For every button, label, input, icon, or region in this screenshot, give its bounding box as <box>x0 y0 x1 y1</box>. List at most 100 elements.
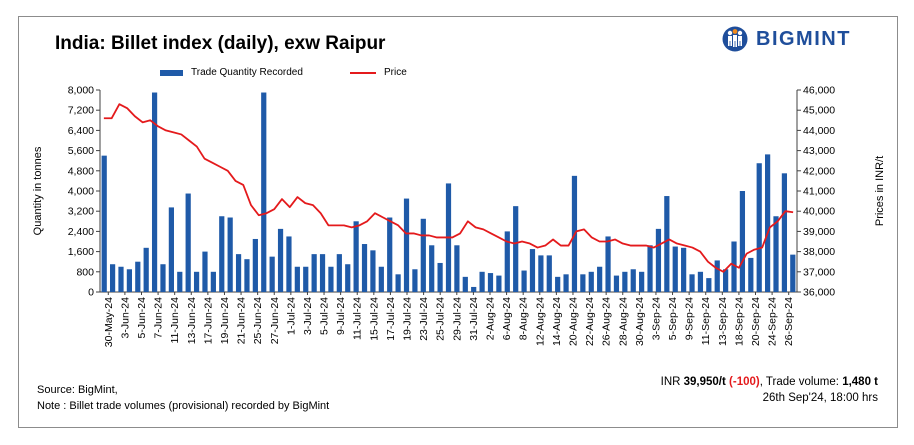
quantity-bar <box>361 244 368 292</box>
x-tick-label: 5-Sep-24 <box>667 297 679 340</box>
quantity-bar <box>151 92 158 293</box>
quantity-bar <box>529 249 536 292</box>
quantity-bar <box>504 231 510 292</box>
y2-tick-label: 38,000 <box>803 246 835 258</box>
quantity-bar <box>630 269 636 292</box>
y2-tick-label: 40,000 <box>803 206 835 218</box>
y2-axis-label: Prices in INR/t <box>874 156 886 226</box>
x-tick-label: 20-Sep-24 <box>750 297 762 346</box>
quantity-bar <box>739 191 746 292</box>
quantity-bar <box>277 228 284 293</box>
x-tick-label: 8-Aug-24 <box>518 297 530 340</box>
x-tick-label: 11-Jul-24 <box>352 297 364 340</box>
quantity-bar <box>731 241 737 292</box>
x-tick-label: 23-Jul-24 <box>418 297 430 341</box>
quantity-bar <box>370 250 376 292</box>
quantity-bar <box>588 271 594 292</box>
quantity-bar <box>177 271 183 292</box>
quantity-bar <box>328 266 334 292</box>
x-tick-label: 27-Jun-24 <box>269 297 281 344</box>
quantity-bar <box>403 198 410 292</box>
x-tick-label: 13-Sep-24 <box>717 297 729 346</box>
chart-title: India: Billet index (daily), exw Raipur <box>55 33 386 54</box>
legend-bar-swatch <box>160 69 183 76</box>
legend-line-swatch <box>350 71 376 74</box>
quantity-bar <box>748 257 754 292</box>
quantity-bar <box>429 245 435 292</box>
quantity-bar <box>202 251 208 292</box>
price-value: 39,950/t <box>683 376 726 388</box>
chart-frame <box>18 16 898 428</box>
quantity-bar <box>706 278 712 292</box>
y-tick-label: 2,400 <box>68 226 94 238</box>
price-change: (-100) <box>729 376 760 388</box>
x-tick-label: 19-Jun-24 <box>219 297 231 344</box>
quantity-bar <box>227 217 233 292</box>
x-tick-label: 30-Aug-24 <box>634 297 646 346</box>
quantity-bar <box>395 274 401 292</box>
quantity-bar <box>160 264 166 292</box>
legend-label-quantity: Trade Quantity Recorded <box>191 67 303 78</box>
y2-tick-label: 42,000 <box>803 165 835 177</box>
quantity-bar <box>454 245 460 292</box>
quantity-bar <box>286 236 292 292</box>
quantity-bar <box>555 276 561 292</box>
y2-tick-label: 44,000 <box>803 125 835 137</box>
quantity-bar <box>773 216 779 292</box>
x-tick-label: 1-Jul-24 <box>285 297 297 335</box>
quantity-bar <box>185 193 191 292</box>
y-tick-label: 1,600 <box>68 246 94 258</box>
x-tick-label: 9-Jul-24 <box>335 297 347 335</box>
x-tick-label: 24-Sep-24 <box>767 297 779 346</box>
quantity-bar <box>101 155 107 292</box>
x-tick-label: 26-Sep-24 <box>783 297 795 346</box>
quantity-bar <box>756 163 762 292</box>
quantity-bar <box>269 256 275 292</box>
quantity-bar <box>420 218 426 292</box>
legend-item-quantity: Trade Quantity Recorded <box>160 67 303 78</box>
x-tick-label: 26-Aug-24 <box>601 297 613 346</box>
quantity-bar <box>647 245 653 292</box>
y-tick-label: 8,000 <box>68 85 94 97</box>
quantity-bar <box>672 246 678 292</box>
quantity-bar <box>790 254 796 292</box>
y-tick-label: 0 <box>88 287 94 299</box>
quantity-bar <box>412 269 418 292</box>
quantity-bar <box>311 254 317 293</box>
quantity-bar <box>546 255 552 292</box>
brand-name: BIGMINT <box>756 27 851 50</box>
y-tick-label: 6,400 <box>68 125 94 137</box>
x-tick-label: 13-Jun-24 <box>186 297 198 344</box>
quantity-bar <box>513 206 519 292</box>
x-tick-label: 18-Sep-24 <box>733 297 745 346</box>
quantity-bar <box>168 207 174 292</box>
quantity-bar <box>193 271 200 292</box>
quantity-bar <box>378 266 384 292</box>
x-tick-label: 20-Aug-24 <box>567 297 579 346</box>
quantity-bar <box>143 247 149 292</box>
x-tick-label: 11-Jun-24 <box>169 297 181 344</box>
y-tick-label: 3,200 <box>68 206 94 218</box>
quantity-bar <box>681 247 687 292</box>
y2-tick-label: 46,000 <box>803 85 835 97</box>
x-tick-label: 11-Sep-24 <box>700 297 712 345</box>
y-tick-label: 7,200 <box>68 105 94 117</box>
price-summary: INR 39,950/t (-100), Trade volume: 1,480… <box>661 374 878 406</box>
quantity-bar <box>437 262 443 292</box>
y-tick-label: 4,800 <box>68 165 94 177</box>
quantity-bar <box>319 254 326 293</box>
x-tick-label: 9-Sep-24 <box>684 297 696 340</box>
x-tick-label: 14-Aug-24 <box>551 297 563 346</box>
x-tick-label: 15-Jul-24 <box>368 297 380 341</box>
quantity-bar <box>261 92 267 293</box>
quantity-bar <box>714 260 720 292</box>
quantity-bar <box>496 275 502 292</box>
quantity-bar <box>252 238 258 292</box>
source-text: Source: BigMint, <box>37 384 118 396</box>
x-tick-label: 22-Aug-24 <box>584 297 596 346</box>
volume-prefix: , Trade volume: <box>759 376 843 388</box>
x-tick-label: 29-Jul-24 <box>451 297 463 341</box>
y2-tick-label: 36,000 <box>803 287 835 299</box>
x-tick-label: 3-Jun-24 <box>119 297 131 339</box>
